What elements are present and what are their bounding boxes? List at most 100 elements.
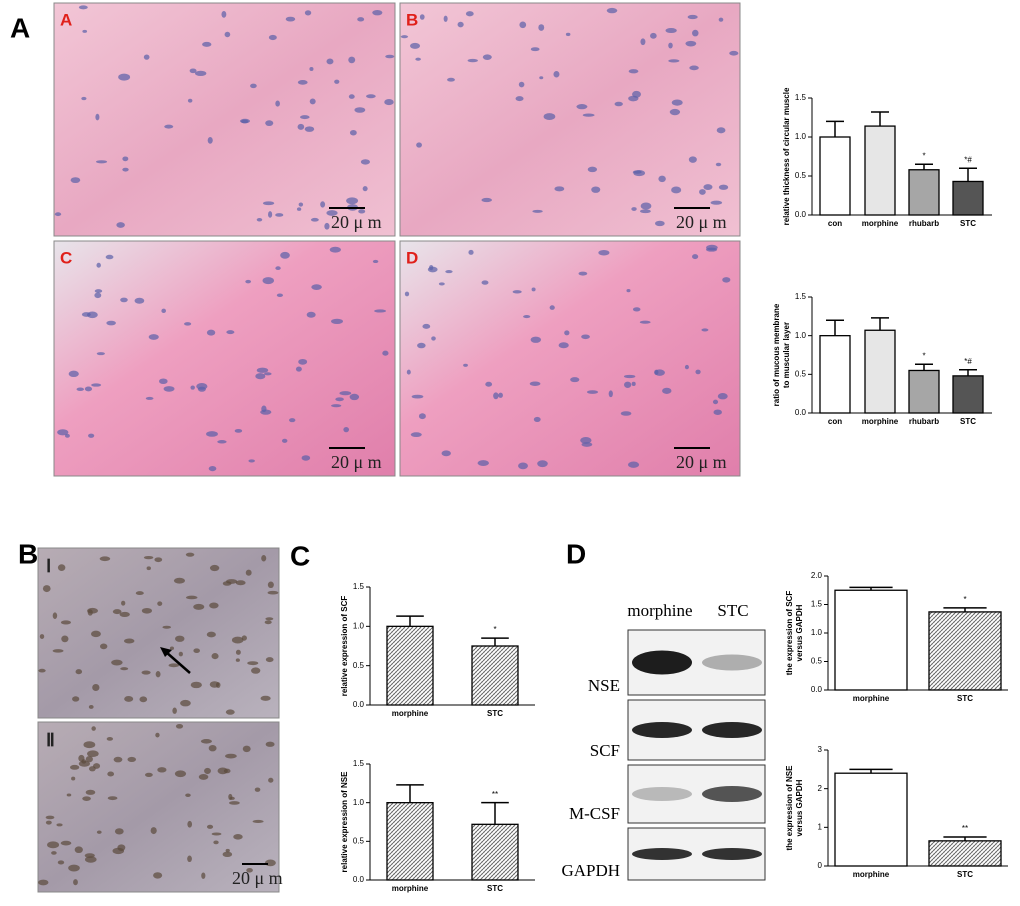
nucleus <box>106 737 114 741</box>
x-tick-label: morphine <box>862 417 899 426</box>
nucleus <box>357 17 365 22</box>
nucleus <box>60 620 72 625</box>
nucleus <box>606 7 618 14</box>
nucleus <box>56 823 63 827</box>
nucleus <box>189 68 197 74</box>
nucleus <box>716 127 726 134</box>
nucleus <box>447 77 455 82</box>
nucleus <box>261 405 267 413</box>
nucleus <box>143 54 150 60</box>
nucleus <box>632 307 641 312</box>
nucleus <box>127 756 137 762</box>
nucleus <box>267 590 279 595</box>
x-tick-label: morphine <box>392 884 429 893</box>
y-tick-label: 0.0 <box>353 700 365 709</box>
nucleus <box>668 42 673 49</box>
nucleus <box>234 428 243 433</box>
nucleus <box>38 668 46 673</box>
nucleus <box>518 81 525 88</box>
nucleus <box>107 796 118 801</box>
nucleus <box>349 393 360 401</box>
micrograph <box>399 240 741 477</box>
bar <box>819 136 851 216</box>
nucleus <box>162 625 171 629</box>
nucleus <box>168 663 180 668</box>
image-label: Ⅱ <box>46 730 55 750</box>
arrow <box>165 651 191 674</box>
nucleus <box>627 461 640 468</box>
nucleus <box>202 41 212 47</box>
nucleus <box>264 372 272 376</box>
nucleus <box>326 58 334 65</box>
nucleus <box>201 872 206 879</box>
row-label: GAPDH <box>561 861 620 880</box>
nucleus <box>372 9 383 16</box>
bar <box>952 180 984 216</box>
x-tick-label: STC <box>957 870 973 879</box>
nucleus <box>581 334 590 340</box>
nucleus <box>530 336 542 343</box>
nucleus <box>632 90 641 98</box>
nucleus <box>669 108 681 116</box>
nucleus <box>155 732 160 738</box>
nucleus <box>348 56 356 64</box>
nucleus <box>339 391 352 396</box>
image-label: C <box>60 248 72 267</box>
nucleus <box>148 334 159 340</box>
nucleus <box>280 251 290 259</box>
nucleus <box>718 17 724 22</box>
nucleus <box>229 801 240 805</box>
nucleus <box>206 631 216 638</box>
nucleus <box>512 290 522 294</box>
nucleus <box>416 142 422 148</box>
nucleus <box>124 696 134 702</box>
nucleus <box>523 315 531 319</box>
nucleus <box>306 311 316 318</box>
nucleus <box>463 363 468 367</box>
nucleus <box>582 113 595 117</box>
nucleus <box>443 15 448 22</box>
nucleus <box>91 383 102 387</box>
nucleus <box>68 864 80 872</box>
nucleus <box>493 392 499 400</box>
nucleus <box>549 305 555 310</box>
nucleus <box>358 209 366 214</box>
nucleus <box>116 222 125 228</box>
bar <box>471 823 519 881</box>
nucleus <box>173 577 185 584</box>
nucleus <box>349 129 357 136</box>
x-tick-label: STC <box>957 694 973 703</box>
nucleus <box>564 330 570 336</box>
nucleus <box>248 459 255 463</box>
nucleus <box>372 259 379 264</box>
nucleus <box>255 373 266 380</box>
nucleus <box>684 364 689 370</box>
nucleus <box>54 212 62 217</box>
nucleus <box>531 287 536 292</box>
nucleus <box>200 739 212 744</box>
nucleus <box>623 374 636 379</box>
nucleus <box>91 726 96 731</box>
micrograph <box>53 2 396 237</box>
row-label: SCF <box>590 741 620 760</box>
nucleus <box>209 564 220 572</box>
y-tick-label: 1.5 <box>811 600 823 609</box>
y-tick-label: 1.5 <box>795 292 807 301</box>
y-tick-label: 1.0 <box>795 132 807 141</box>
arrow-head <box>160 647 172 657</box>
nucleus <box>275 100 280 107</box>
significance: * <box>922 151 925 160</box>
nucleus <box>320 201 326 208</box>
bar <box>952 375 984 414</box>
nucleus <box>722 277 731 283</box>
y-tick-label: 0.0 <box>795 210 807 219</box>
nucleus <box>570 377 580 383</box>
nucleus <box>118 73 131 81</box>
nucleus <box>628 69 639 74</box>
scale-label: 20 μ m <box>331 452 382 472</box>
nucleus <box>172 707 177 714</box>
nucleus <box>78 754 85 762</box>
y-tick-label: 0.5 <box>795 171 807 180</box>
nucleus <box>206 824 214 829</box>
nucleus <box>717 393 728 400</box>
